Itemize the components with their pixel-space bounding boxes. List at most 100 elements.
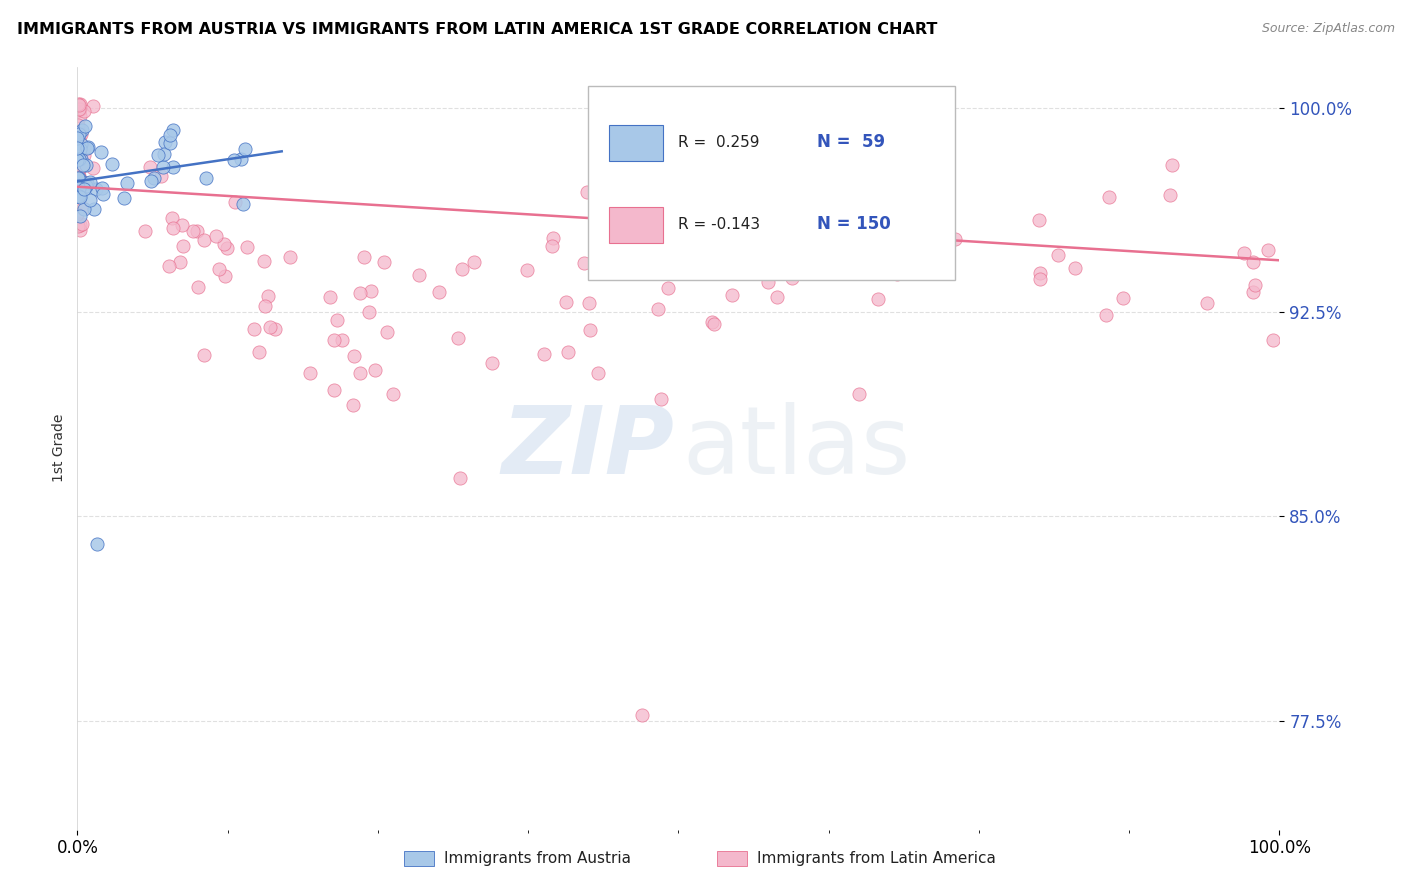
Point (533, 347, 555, 361)
Point (146, 147, 169, 161)
Point (886, 268, 908, 282)
Point (149, 169, 172, 183)
Point (169, 255, 191, 269)
Point (375, 325, 398, 339)
Point (66, 150, 89, 164)
Point (134, 224, 156, 238)
Point (1046, 248, 1069, 262)
Point (67, 178, 90, 193)
Point (66, 216, 89, 230)
Point (69, 144, 91, 158)
Point (1197, 296, 1219, 310)
Point (66, 171, 89, 186)
Point (69, 187, 91, 202)
Point (683, 218, 706, 232)
Point (66, 166, 89, 180)
Point (232, 196, 254, 211)
Point (67, 128, 90, 143)
Point (70, 175, 93, 189)
Point (69, 223, 91, 237)
Point (554, 294, 576, 309)
Point (82, 99, 104, 113)
Point (1029, 272, 1052, 286)
Y-axis label: 1st Grade: 1st Grade (52, 414, 66, 483)
Text: R =  0.259: R = 0.259 (679, 135, 759, 150)
Point (66, 219, 89, 233)
Point (214, 268, 236, 283)
Point (1028, 212, 1050, 227)
Point (69, 102, 91, 116)
Point (721, 287, 744, 301)
Point (172, 239, 194, 253)
Point (67, 98, 90, 112)
Point (67, 188, 90, 202)
Point (866, 292, 889, 306)
Point (66, 146, 89, 161)
Point (837, 239, 859, 253)
Point (67, 146, 90, 161)
Point (1094, 308, 1116, 322)
Point (69, 177, 91, 191)
Point (193, 233, 215, 247)
Point (162, 211, 184, 226)
Point (70, 153, 93, 167)
Point (66, 184, 89, 198)
Point (69, 187, 91, 202)
Point (325, 313, 347, 327)
Point (77, 140, 100, 154)
Point (66, 118, 89, 132)
Point (172, 218, 194, 232)
Point (66, 144, 89, 158)
Point (205, 228, 228, 243)
Point (67, 153, 90, 167)
Point (66, 148, 89, 162)
Point (66, 189, 89, 203)
FancyBboxPatch shape (588, 86, 955, 280)
Point (70, 127, 93, 141)
Point (208, 261, 231, 276)
Text: Source: ZipAtlas.com: Source: ZipAtlas.com (1261, 22, 1395, 36)
Point (69, 189, 91, 203)
Text: Immigrants from Latin America: Immigrants from Latin America (756, 851, 995, 866)
Point (572, 256, 595, 270)
Text: N = 150: N = 150 (817, 215, 890, 234)
Point (76, 141, 98, 155)
Point (66, 153, 89, 167)
Point (224, 195, 246, 210)
Point (73, 140, 96, 154)
Point (194, 171, 217, 186)
Point (66, 207, 89, 221)
Point (73, 202, 96, 216)
Point (79, 193, 101, 207)
Point (254, 299, 277, 313)
Point (70, 136, 93, 151)
Point (427, 285, 450, 299)
Point (794, 248, 817, 262)
FancyBboxPatch shape (405, 851, 434, 866)
Point (631, 708, 654, 723)
Point (447, 331, 470, 345)
Point (707, 95, 730, 110)
Point (541, 231, 564, 245)
Point (1159, 188, 1181, 202)
Point (72, 103, 94, 118)
Point (69, 146, 91, 161)
Point (766, 289, 789, 303)
Point (69, 209, 91, 223)
Point (360, 284, 382, 298)
Point (449, 470, 471, 484)
Point (1112, 291, 1135, 305)
Point (259, 319, 281, 334)
Point (1241, 285, 1264, 299)
Point (578, 296, 600, 310)
Point (780, 271, 803, 285)
Point (278, 250, 301, 264)
Text: R = -0.143: R = -0.143 (679, 217, 761, 232)
Point (229, 152, 252, 166)
Point (224, 153, 246, 167)
Point (69, 169, 91, 184)
Point (1161, 158, 1184, 172)
Point (323, 384, 346, 398)
Point (1261, 333, 1284, 347)
Point (319, 290, 342, 304)
